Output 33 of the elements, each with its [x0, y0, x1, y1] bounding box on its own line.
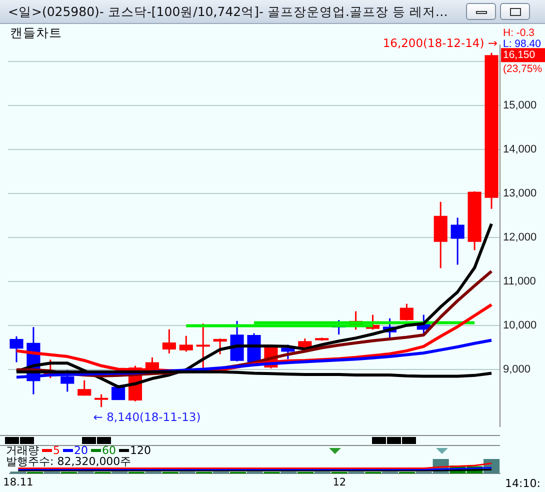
legend-title: 거래량: [6, 444, 39, 457]
y-tick-label: 11,000: [503, 275, 536, 288]
candlestick: [213, 338, 227, 356]
y-tick-label: 14,000: [503, 144, 537, 156]
text: L: 98.40: [503, 38, 542, 50]
y-tick-label: 13,000: [503, 188, 537, 200]
y-tick-label: 10,000: [503, 319, 537, 332]
candlestick: [162, 328, 176, 354]
candlestick: [94, 394, 108, 408]
legend-label: 60: [102, 444, 116, 457]
chart-subtitle: 캔들차트: [10, 25, 62, 42]
annotation: 16,200(18-12-14) →: [382, 36, 498, 50]
text: 16,150: [503, 48, 536, 61]
legend-label: 120: [130, 444, 151, 457]
y-tick-label: 12,000: [503, 231, 537, 244]
x-tick-label: 12: [332, 476, 346, 489]
chart-title: <일>(025980)- 코스닥-[100원/10,742억]- 골프장운영업.골프장 등 레저…: [8, 4, 448, 21]
candlestick: [179, 335, 193, 352]
candlestick: [10, 336, 24, 363]
y-tick-label: 9,000: [503, 363, 531, 376]
candlestick: [400, 303, 414, 322]
text: 14:10:: [505, 477, 540, 490]
candlestick: [78, 380, 92, 396]
text: (23,75%: [503, 62, 542, 75]
annotation: 발행주수: 82,320,000주: [6, 455, 132, 468]
candlestick: [196, 322, 210, 370]
x-tick-label: 18.11: [3, 476, 34, 489]
legend-label: 5: [53, 444, 60, 457]
annotation: ← 8,140(18-11-13): [93, 410, 201, 424]
candlestick: [450, 216, 464, 266]
legend-label: 20: [74, 444, 88, 457]
y-tick-label: 15,000: [503, 100, 537, 112]
text: H: -0.3: [503, 26, 535, 39]
